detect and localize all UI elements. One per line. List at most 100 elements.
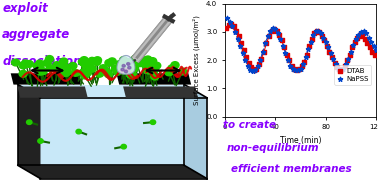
NaPSS [227,20,233,24]
DTAB [299,64,305,67]
Circle shape [63,69,71,75]
DTAB [253,67,259,70]
Circle shape [102,68,111,75]
DTAB [294,69,300,72]
Circle shape [128,66,131,69]
NaPSS [229,25,235,28]
DTAB [336,69,342,72]
DTAB [236,35,242,38]
DTAB [354,36,360,39]
Circle shape [81,61,89,68]
NaPSS [272,28,278,31]
NaPSS [234,38,240,41]
Circle shape [76,129,81,134]
Circle shape [60,58,68,65]
NaPSS [300,63,306,66]
Polygon shape [18,85,40,179]
Circle shape [22,60,29,67]
Polygon shape [17,86,88,98]
NaPSS [270,26,276,29]
DTAB [226,23,232,26]
NaPSS [363,32,369,35]
Circle shape [25,61,33,67]
DTAB [251,69,257,72]
NaPSS [373,49,378,52]
NaPSS [348,50,354,53]
Circle shape [61,68,69,75]
Circle shape [45,56,54,62]
DTAB [279,39,285,42]
NaPSS [361,29,367,32]
NaPSS [343,63,349,66]
NaPSS [320,36,326,39]
Circle shape [165,69,173,76]
Polygon shape [184,85,207,179]
NaPSS [302,56,308,59]
NaPSS [237,45,243,48]
NaPSS [338,69,344,72]
Circle shape [141,60,149,66]
Circle shape [126,58,134,65]
Circle shape [26,120,32,124]
DTAB [281,46,287,49]
Circle shape [62,65,71,72]
Circle shape [125,66,133,73]
Circle shape [144,67,152,74]
Polygon shape [11,73,81,85]
NaPSS [325,46,331,49]
Circle shape [150,67,158,74]
NaPSS [282,52,288,55]
DTAB [364,42,370,45]
Circle shape [12,59,20,66]
Circle shape [150,67,158,73]
Circle shape [104,71,113,78]
DTAB [266,35,272,38]
Circle shape [124,70,127,73]
Circle shape [124,67,132,73]
NaPSS [257,59,263,62]
Polygon shape [123,86,198,98]
NaPSS [245,64,251,67]
Circle shape [122,64,125,67]
Circle shape [62,70,70,77]
NaPSS [265,35,271,38]
Circle shape [129,72,137,79]
DTAB [286,59,292,62]
DTAB [274,29,280,32]
Circle shape [126,71,135,78]
DTAB [228,22,234,25]
NaPSS [260,50,266,53]
DTAB [321,39,327,42]
Circle shape [121,144,126,149]
DTAB [319,35,325,38]
Circle shape [59,68,67,75]
DTAB [268,29,274,32]
Circle shape [56,63,64,70]
DTAB [324,45,330,48]
NaPSS [345,57,352,60]
Circle shape [132,55,139,62]
NaPSS [280,45,286,48]
DTAB [263,42,270,45]
Circle shape [149,64,157,70]
Circle shape [33,63,41,69]
Circle shape [129,66,137,73]
NaPSS [318,32,324,35]
Circle shape [79,59,87,66]
NaPSS [310,33,316,36]
Circle shape [78,58,87,65]
DTAB [369,50,375,53]
NaPSS [330,57,336,60]
NaPSS [366,36,372,39]
Circle shape [144,56,152,63]
Circle shape [99,65,107,71]
Circle shape [80,57,88,63]
DTAB [334,66,340,69]
NaPSS [368,40,374,43]
NaPSS [285,59,291,62]
DTAB [306,45,312,48]
Text: efficient membranes: efficient membranes [231,164,351,174]
DTAB [332,61,338,64]
Circle shape [88,65,96,72]
Circle shape [141,61,149,68]
